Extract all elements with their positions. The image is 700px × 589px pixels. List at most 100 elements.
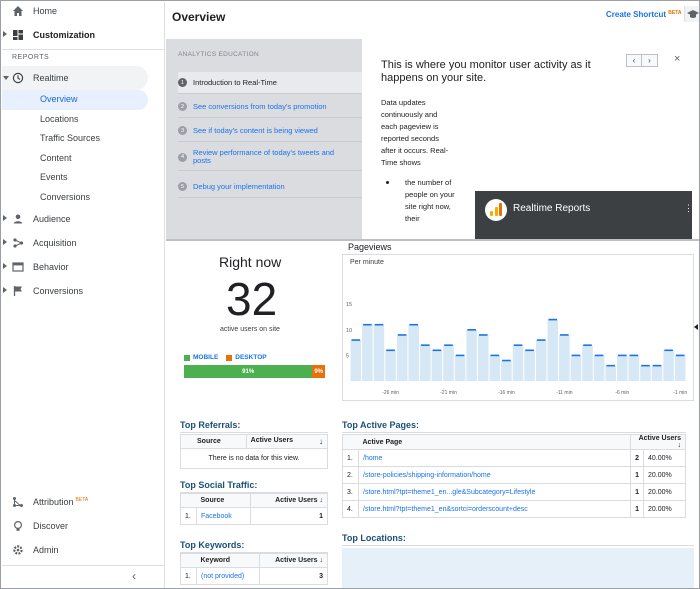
table-header-row: Source Active Users ↓ xyxy=(180,434,329,449)
graduation-cap-icon xyxy=(687,10,699,18)
sidebar-subitem-conversions[interactable]: Conversions xyxy=(40,191,91,202)
chevron-left-icon[interactable] xyxy=(694,324,698,330)
y-tick-label: 5 xyxy=(346,353,349,359)
x-tick-label: -26 min xyxy=(382,390,399,396)
table-header-row: Source Active Users ↓ xyxy=(180,493,329,508)
column-header-keyword[interactable]: Keyword xyxy=(196,553,260,568)
close-icon[interactable]: × xyxy=(674,53,681,65)
source-link[interactable]: Facebook xyxy=(196,507,251,525)
step-number: 5 xyxy=(178,182,187,191)
page-link[interactable]: /home xyxy=(357,449,632,467)
education-step-3[interactable]: 3 See if today's content is being viewed xyxy=(178,120,362,142)
keyword-link[interactable]: (not provided) xyxy=(196,567,260,585)
prev-button[interactable]: ‹ xyxy=(626,54,642,67)
active-users-value: 1 xyxy=(630,483,644,501)
locations-map[interactable] xyxy=(342,548,694,588)
column-header-active-page[interactable]: Active Page xyxy=(358,434,632,450)
header-label: Active Users xyxy=(275,557,318,564)
top-referrals-table: Source Active Users ↓ There is no data fo… xyxy=(180,434,329,469)
sidebar-item-label: Discover xyxy=(33,521,69,531)
step-number: 2 xyxy=(178,102,187,111)
bullet-dot xyxy=(386,181,389,184)
right-now-title: Right now xyxy=(219,254,282,270)
education-toggle-button[interactable] xyxy=(684,6,699,22)
column-header-active-users[interactable]: Active Users ↓ xyxy=(258,553,329,568)
step-number: 3 xyxy=(178,126,187,135)
pageview-bar xyxy=(385,350,396,381)
sidebar-item-home[interactable]: Home xyxy=(2,1,164,23)
top-pages-title: Top Active Pages: xyxy=(342,420,420,430)
pageviews-chart-frame xyxy=(342,254,694,401)
active-users-percent: 40.00% xyxy=(643,449,686,467)
column-header-active-users[interactable]: Active Users ↓ xyxy=(249,493,329,508)
chevron-right-icon xyxy=(3,263,7,269)
chevron-down-icon xyxy=(3,76,9,80)
education-bullet: the number of people on your site right … xyxy=(386,177,456,225)
dashboard-icon xyxy=(13,30,23,40)
pageview-bar xyxy=(674,355,686,381)
step-number: 4 xyxy=(178,152,187,162)
pageview-bar xyxy=(512,345,524,381)
education-step-2[interactable]: 2 See conversions from today's promotion xyxy=(178,96,362,118)
column-header-active-users[interactable]: Active Users ↓ xyxy=(245,434,329,449)
sidebar-subitem-content[interactable]: Content xyxy=(40,152,72,163)
header-label: Active Users xyxy=(275,497,318,504)
education-content: This is where you monitor user activity … xyxy=(362,39,699,239)
sidebar-subitem-events[interactable]: Events xyxy=(40,172,68,182)
pageview-bar xyxy=(362,324,373,381)
education-step-4[interactable]: 4 Review performance of today's tweets a… xyxy=(178,144,362,171)
pageview-bar xyxy=(663,350,674,381)
active-users-value: 1 xyxy=(630,466,644,484)
education-step-1[interactable]: 1 Introduction to Real-Time xyxy=(178,72,362,94)
create-shortcut-link[interactable]: Create Shortcut BETA xyxy=(606,10,682,19)
divider xyxy=(2,49,164,50)
pageview-bar xyxy=(454,355,466,381)
x-tick-label: -1 min xyxy=(673,390,687,396)
shortcut-label: Create Shortcut xyxy=(606,10,667,19)
column-header-source[interactable]: Source xyxy=(180,434,247,449)
sidebar-item-label: Admin xyxy=(33,545,59,555)
sidebar-item-admin[interactable]: Admin xyxy=(2,538,164,562)
page-link[interactable]: /store.html?tpt=theme1_en&sortci=ordersc… xyxy=(357,500,632,518)
sidebar-subitem-overview[interactable]: Overview xyxy=(2,90,148,110)
step-label: Introduction to Real-Time xyxy=(193,77,277,87)
header-label: Active Users xyxy=(250,437,294,444)
kebab-menu-icon[interactable]: ⋮ xyxy=(684,203,692,214)
column-header-source[interactable]: Source xyxy=(196,493,251,508)
step-label: Review performance of today's tweets and… xyxy=(193,148,335,165)
collapse-sidebar-button[interactable]: ‹ xyxy=(132,569,136,583)
active-users-value: 1 xyxy=(630,500,644,518)
sidebar-item-attribution[interactable]: Attribution BETA xyxy=(2,490,164,514)
legend-mobile: MOBILE xyxy=(184,354,218,361)
row-index: 3. xyxy=(342,483,359,501)
active-users-percent: 20.00% xyxy=(643,500,686,518)
sidebar-item-audience[interactable]: Audience xyxy=(2,207,164,231)
page-link[interactable]: /store.html?tpt=theme1_en...gle&Subcateg… xyxy=(357,483,632,501)
mobile-segment: 91% xyxy=(184,365,313,378)
sidebar-subitem-locations[interactable]: Locations xyxy=(40,113,79,124)
page-link[interactable]: /store-policies/shipping-information/hom… xyxy=(357,466,632,484)
education-step-5[interactable]: 5 Debug your implementation xyxy=(178,176,362,198)
table-row: 1. /home 2 40.00% xyxy=(342,449,686,467)
chevron-right-icon xyxy=(3,287,7,293)
sidebar-item-behavior[interactable]: Behavior xyxy=(2,255,164,279)
sidebar-item-conversions[interactable]: Conversions xyxy=(2,279,164,303)
divider xyxy=(180,432,328,433)
table-row: 2. /store-policies/shipping-information/… xyxy=(342,466,686,484)
behavior-icon xyxy=(12,262,24,272)
top-social-table: Source Active Users ↓ 1. Facebook 1 xyxy=(180,493,329,525)
video-thumbnail[interactable]: Realtime Reports ⋮ xyxy=(475,191,692,239)
lightbulb-icon xyxy=(13,520,23,531)
sidebar-item-acquisition[interactable]: Acquisition xyxy=(2,231,164,255)
next-button[interactable]: › xyxy=(642,54,658,67)
sidebar-item-discover[interactable]: Discover xyxy=(2,514,164,538)
active-users-value: 3 xyxy=(258,567,329,585)
sort-arrow-icon: ↓ xyxy=(677,442,682,449)
top-locations-title: Top Locations: xyxy=(342,533,406,543)
sidebar-item-customization[interactable]: Customization xyxy=(2,23,164,47)
row-index: 1. xyxy=(180,507,197,525)
sidebar-item-realtime[interactable]: Realtime xyxy=(2,66,148,90)
device-split-bar: 91% 9% xyxy=(184,365,325,378)
column-header-active-users[interactable]: Active Users ↓ xyxy=(630,434,686,450)
sidebar-subitem-traffic-sources[interactable]: Traffic Sources xyxy=(40,133,101,143)
